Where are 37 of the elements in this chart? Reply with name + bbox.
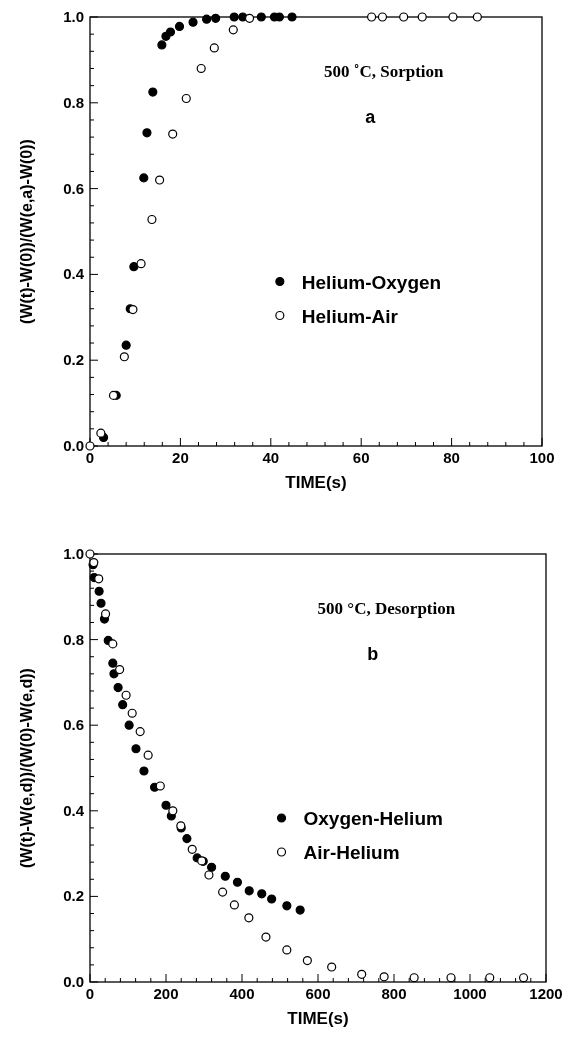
x-tick-label: 0 xyxy=(85,449,95,466)
y-tick-label: 0.4 xyxy=(63,801,85,819)
y-tick-label: 0.0 xyxy=(63,973,84,990)
x-tick-label: 600 xyxy=(305,985,331,1002)
annotation: 500 °C, Desorption xyxy=(317,599,456,618)
annotation: a xyxy=(365,107,377,127)
x-tick-label: 60 xyxy=(352,449,370,466)
x-tick-label: 80 xyxy=(443,449,460,466)
y-tick-label: 0.8 xyxy=(63,93,84,111)
x-axis-title: TIME(s) xyxy=(285,473,347,492)
x-tick-label: 800 xyxy=(381,985,407,1002)
x-tick-label: 1000 xyxy=(453,985,487,1002)
x-tick-label: 1200 xyxy=(529,985,563,1002)
y-tick-label: 1.0 xyxy=(63,545,84,562)
y-tick-label: 0.0 xyxy=(63,437,84,454)
x-tick-label: 100 xyxy=(529,449,555,466)
y-axis-title: (W(t)-W(e,d))/(W(0)-W(e,d)) xyxy=(18,668,35,868)
x-axis-title: TIME(s) xyxy=(287,1009,349,1028)
y-tick-label: 1.0 xyxy=(63,8,84,25)
y-tick-label: 0.6 xyxy=(63,716,84,734)
annotation: b xyxy=(367,644,379,664)
y-tick-label: 0.4 xyxy=(63,265,85,283)
x-tick-label: 400 xyxy=(229,985,255,1002)
y-tick-label: 0.8 xyxy=(63,630,84,648)
y-tick-label: 0.2 xyxy=(63,887,84,905)
legend-label: Air-Helium xyxy=(303,842,400,863)
legend-label: Helium-Oxygen xyxy=(301,271,442,293)
x-tick-label: 200 xyxy=(153,985,179,1002)
y-axis-title: (W(t)-W(0))/(W(e,a)-W(0)) xyxy=(18,139,35,324)
x-tick-label: 40 xyxy=(262,449,280,466)
legend-label: Helium-Air xyxy=(301,305,399,327)
x-tick-label: 20 xyxy=(172,449,189,466)
legend-label: Oxygen-Helium xyxy=(303,808,443,829)
annotation: 500 ˚C, Sorption xyxy=(324,62,445,81)
y-tick-label: 0.6 xyxy=(63,179,84,197)
y-tick-label: 0.2 xyxy=(63,351,84,369)
x-tick-label: 0 xyxy=(85,985,95,1002)
